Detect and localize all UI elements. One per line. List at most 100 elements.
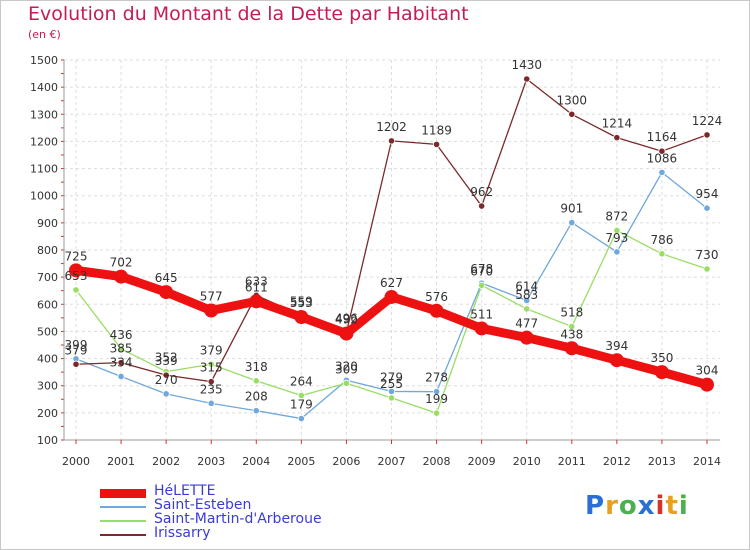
- data-label: 1202: [376, 120, 407, 134]
- data-point: [613, 226, 621, 235]
- y-tick-label: 900: [37, 217, 58, 230]
- y-tick-label: 700: [37, 271, 58, 284]
- data-point: [568, 110, 576, 118]
- data-point: [654, 365, 669, 380]
- data-point: [72, 360, 80, 368]
- data-label: 1214: [602, 117, 633, 131]
- chart-subtitle: (en €): [28, 28, 61, 41]
- legend-swatch: [100, 506, 146, 508]
- data-point: [658, 147, 666, 155]
- logo-letter: r: [605, 491, 619, 521]
- data-point: [523, 296, 531, 305]
- data-label: 399: [65, 338, 88, 352]
- data-point: [204, 303, 219, 318]
- x-tick-label: 2006: [332, 455, 360, 468]
- data-point: [658, 168, 666, 176]
- data-label: 1164: [647, 130, 678, 144]
- data-point: [297, 391, 305, 400]
- legend-swatch: [100, 520, 146, 522]
- data-label: 1189: [421, 123, 452, 137]
- data-point: [117, 345, 125, 353]
- data-point: [252, 407, 260, 415]
- x-tick-label: 2000: [62, 455, 90, 468]
- data-label: 518: [560, 306, 583, 320]
- data-point: [69, 263, 83, 278]
- data-point: [432, 140, 441, 149]
- data-point: [613, 134, 621, 142]
- data-label: 653: [65, 269, 88, 283]
- data-point: [249, 294, 264, 309]
- line-chart: 100 200 300 400 500 600 700 800 900 1000 1100 1200 1…: [30, 54, 722, 468]
- data-point: [117, 359, 125, 367]
- data-point: [429, 303, 444, 318]
- data-point: [384, 289, 399, 304]
- data-label: 334: [110, 355, 133, 369]
- data-point: [703, 265, 711, 273]
- data-point: [703, 204, 711, 212]
- data-label: 318: [245, 360, 268, 374]
- data-label: 702: [110, 256, 133, 270]
- y-tick-label: 500: [37, 325, 58, 338]
- y-tick-label: 1000: [30, 190, 58, 203]
- x-tick-label: 2004: [242, 455, 270, 468]
- data-point: [252, 377, 260, 385]
- legend-label: Saint-Martin-d'Arberoue: [154, 511, 322, 527]
- x-tick-label: 2008: [423, 455, 451, 468]
- data-point: [207, 378, 215, 386]
- data-point: [387, 137, 396, 145]
- data-label: 436: [110, 328, 133, 342]
- data-label: 438: [560, 327, 583, 341]
- data-label: 278: [425, 371, 448, 385]
- data-label: 315: [200, 361, 223, 375]
- x-tick-label: 2001: [107, 455, 135, 468]
- x-tick-label: 2002: [152, 455, 180, 468]
- data-label: 901: [560, 202, 583, 216]
- data-label: 633: [245, 274, 268, 288]
- x-tick-label: 2007: [378, 455, 406, 468]
- y-tick-label: 1300: [30, 108, 58, 121]
- data-point: [523, 75, 531, 83]
- logo-letter: i: [655, 491, 666, 521]
- proxiti-logo: Proxiti: [585, 491, 689, 521]
- data-label: 394: [605, 339, 628, 353]
- logo-letter: x: [637, 491, 656, 521]
- data-label: 379: [65, 343, 88, 357]
- legend-swatch: [100, 488, 146, 498]
- data-label: 614: [515, 279, 538, 293]
- data-point: [568, 322, 576, 331]
- data-point: [609, 353, 624, 368]
- data-point: [703, 131, 711, 139]
- data-label: 208: [245, 390, 268, 404]
- x-tick-label: 2009: [468, 455, 496, 468]
- data-label: 730: [696, 248, 719, 262]
- logo-letter: P: [585, 491, 606, 521]
- data-label: 511: [470, 307, 493, 321]
- legend-label: Irissarry: [154, 525, 211, 541]
- data-label: 725: [65, 249, 88, 263]
- data-label: 670: [470, 264, 493, 278]
- x-tick-label: 2010: [513, 455, 541, 468]
- data-point: [117, 372, 125, 381]
- data-point: [342, 379, 351, 387]
- data-label: 872: [605, 209, 628, 223]
- data-point: [519, 330, 534, 345]
- data-label: 962: [470, 185, 493, 199]
- data-label: 1300: [557, 93, 588, 107]
- y-tick-label: 200: [37, 407, 58, 420]
- data-label: 611: [245, 280, 268, 294]
- y-tick-label: 600: [37, 298, 58, 311]
- data-point: [159, 285, 174, 300]
- data-point: [478, 281, 486, 289]
- data-point: [523, 305, 531, 313]
- data-point: [478, 202, 486, 210]
- data-label: 678: [470, 262, 493, 276]
- data-label: 627: [380, 276, 403, 290]
- x-tick-label: 2012: [603, 455, 631, 468]
- y-tick-label: 1400: [30, 81, 58, 94]
- data-point: [387, 394, 396, 402]
- data-label: 379: [200, 343, 223, 357]
- data-label: 199: [425, 392, 448, 406]
- data-point: [474, 321, 489, 336]
- data-label: 255: [380, 377, 403, 391]
- data-point: [568, 218, 576, 227]
